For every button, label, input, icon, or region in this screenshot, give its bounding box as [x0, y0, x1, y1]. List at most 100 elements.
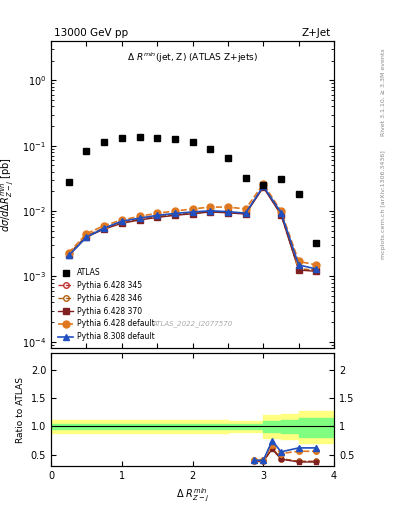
ATLAS	[84, 148, 89, 155]
Pythia 8.308 default	[296, 262, 301, 268]
Text: $\Delta\ R^{min}$(jet, Z) (ATLAS Z+jets): $\Delta\ R^{min}$(jet, Z) (ATLAS Z+jets)	[127, 50, 258, 65]
Pythia 6.428 345	[296, 266, 301, 272]
Pythia 6.428 default	[243, 206, 248, 212]
Pythia 8.308 default	[102, 225, 107, 231]
Pythia 6.428 345	[314, 267, 319, 273]
Pythia 6.428 default	[66, 250, 71, 256]
Text: Rivet 3.1.10, ≥ 3.3M events: Rivet 3.1.10, ≥ 3.3M events	[381, 48, 386, 136]
Line: ATLAS: ATLAS	[65, 134, 320, 247]
Pythia 6.428 346	[66, 251, 71, 257]
Pythia 6.428 345	[137, 216, 142, 222]
Pythia 6.428 370	[261, 184, 266, 190]
Line: Pythia 6.428 345: Pythia 6.428 345	[66, 183, 319, 273]
Pythia 8.308 default	[84, 234, 89, 240]
ATLAS	[261, 182, 266, 188]
Pythia 8.308 default	[190, 209, 195, 215]
ATLAS	[137, 134, 142, 140]
Pythia 6.428 370	[173, 212, 177, 219]
Pythia 6.428 345	[279, 211, 283, 217]
Pythia 8.308 default	[208, 208, 213, 214]
Line: Pythia 6.428 default: Pythia 6.428 default	[65, 180, 320, 268]
Pythia 6.428 345	[243, 210, 248, 217]
Pythia 6.428 370	[314, 268, 319, 274]
ATLAS	[119, 135, 124, 141]
Text: 13000 GeV pp: 13000 GeV pp	[54, 28, 128, 38]
Pythia 6.428 default	[119, 217, 124, 223]
Pythia 6.428 346	[208, 208, 213, 215]
Pythia 6.428 370	[226, 210, 230, 216]
Pythia 6.428 346	[226, 209, 230, 216]
Pythia 8.308 default	[243, 210, 248, 216]
Line: Pythia 8.308 default: Pythia 8.308 default	[65, 183, 320, 272]
Y-axis label: $d\sigma/d\Delta R^{min}_{Z-j}$ [pb]: $d\sigma/d\Delta R^{min}_{Z-j}$ [pb]	[0, 157, 17, 232]
Pythia 6.428 370	[296, 267, 301, 273]
ATLAS	[279, 176, 283, 182]
ATLAS	[66, 179, 71, 185]
Pythia 6.428 370	[102, 226, 107, 232]
ATLAS	[296, 191, 301, 198]
Pythia 6.428 345	[261, 183, 266, 189]
ATLAS	[226, 155, 230, 161]
Pythia 6.428 370	[84, 234, 89, 240]
Pythia 6.428 345	[119, 219, 124, 225]
Pythia 6.428 default	[314, 262, 319, 268]
Pythia 6.428 346	[119, 219, 124, 225]
Pythia 8.308 default	[173, 210, 177, 217]
Pythia 6.428 346	[173, 211, 177, 218]
Text: Z+Jet: Z+Jet	[302, 28, 331, 38]
ATLAS	[173, 136, 177, 142]
Pythia 6.428 346	[243, 210, 248, 217]
Pythia 6.428 345	[173, 211, 177, 218]
Pythia 6.428 default	[261, 181, 266, 187]
Pythia 6.428 default	[208, 204, 213, 210]
Pythia 8.308 default	[314, 266, 319, 272]
ATLAS	[208, 145, 213, 152]
Pythia 6.428 346	[314, 267, 319, 273]
ATLAS	[314, 240, 319, 246]
Pythia 6.428 default	[190, 206, 195, 212]
Pythia 8.308 default	[137, 215, 142, 221]
Pythia 6.428 default	[84, 231, 89, 237]
Pythia 6.428 default	[279, 208, 283, 214]
Pythia 6.428 370	[66, 252, 71, 259]
Pythia 8.308 default	[155, 212, 160, 219]
ATLAS	[155, 135, 160, 141]
Pythia 6.428 346	[279, 211, 283, 217]
Pythia 6.428 370	[155, 215, 160, 221]
Pythia 6.428 346	[261, 183, 266, 189]
Y-axis label: Ratio to ATLAS: Ratio to ATLAS	[16, 377, 25, 442]
Pythia 6.428 370	[243, 211, 248, 217]
X-axis label: $\Delta\ R^{min}_{Z-j}$: $\Delta\ R^{min}_{Z-j}$	[176, 486, 209, 504]
Pythia 6.428 370	[190, 210, 195, 217]
Pythia 6.428 345	[84, 232, 89, 239]
Pythia 6.428 346	[102, 225, 107, 231]
Pythia 6.428 345	[226, 209, 230, 216]
Text: mcplots.cern.ch [arXiv:1306.3436]: mcplots.cern.ch [arXiv:1306.3436]	[381, 151, 386, 259]
Pythia 8.308 default	[66, 252, 71, 259]
Pythia 8.308 default	[119, 218, 124, 224]
Pythia 6.428 370	[279, 211, 283, 218]
Line: Pythia 6.428 346: Pythia 6.428 346	[66, 183, 319, 273]
Text: ATLAS_2022_I2077570: ATLAS_2022_I2077570	[152, 320, 233, 327]
Pythia 6.428 default	[155, 210, 160, 216]
Pythia 6.428 346	[84, 232, 89, 239]
Pythia 6.428 346	[190, 210, 195, 216]
Line: Pythia 6.428 370: Pythia 6.428 370	[66, 185, 319, 274]
Pythia 6.428 345	[66, 251, 71, 257]
Pythia 6.428 default	[226, 204, 230, 210]
Pythia 6.428 346	[155, 214, 160, 220]
Pythia 6.428 345	[190, 210, 195, 216]
Pythia 6.428 default	[296, 259, 301, 265]
ATLAS	[102, 139, 107, 145]
Pythia 8.308 default	[279, 209, 283, 216]
Pythia 6.428 370	[208, 209, 213, 215]
Pythia 6.428 370	[137, 217, 142, 223]
Pythia 6.428 345	[208, 208, 213, 215]
Pythia 8.308 default	[226, 208, 230, 215]
Pythia 6.428 345	[155, 214, 160, 220]
Pythia 6.428 370	[119, 220, 124, 226]
Pythia 6.428 default	[137, 214, 142, 220]
Pythia 6.428 346	[296, 266, 301, 272]
Pythia 6.428 default	[173, 208, 177, 214]
Pythia 6.428 345	[102, 225, 107, 231]
